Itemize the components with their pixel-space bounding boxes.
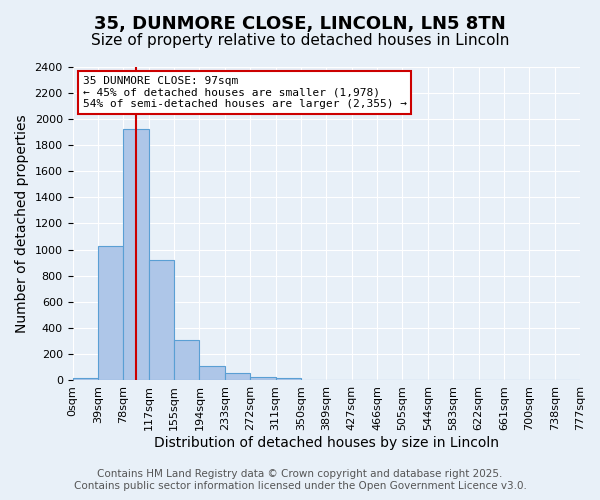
Bar [225, 374, 250, 380]
Bar [275, 378, 301, 380]
Bar [250, 376, 275, 380]
Bar [149, 260, 174, 380]
Y-axis label: Number of detached properties: Number of detached properties [15, 114, 29, 333]
Text: Contains HM Land Registry data © Crown copyright and database right 2025.
Contai: Contains HM Land Registry data © Crown c… [74, 470, 526, 491]
X-axis label: Distribution of detached houses by size in Lincoln: Distribution of detached houses by size … [154, 436, 499, 450]
Text: 35, DUNMORE CLOSE, LINCOLN, LN5 8TN: 35, DUNMORE CLOSE, LINCOLN, LN5 8TN [94, 15, 506, 33]
Text: Size of property relative to detached houses in Lincoln: Size of property relative to detached ho… [91, 32, 509, 48]
Bar [73, 378, 98, 380]
Bar [98, 246, 123, 380]
Bar [174, 340, 199, 380]
Text: 35 DUNMORE CLOSE: 97sqm
← 45% of detached houses are smaller (1,978)
54% of semi: 35 DUNMORE CLOSE: 97sqm ← 45% of detache… [83, 76, 407, 109]
Bar [199, 366, 225, 380]
Bar [123, 130, 149, 380]
